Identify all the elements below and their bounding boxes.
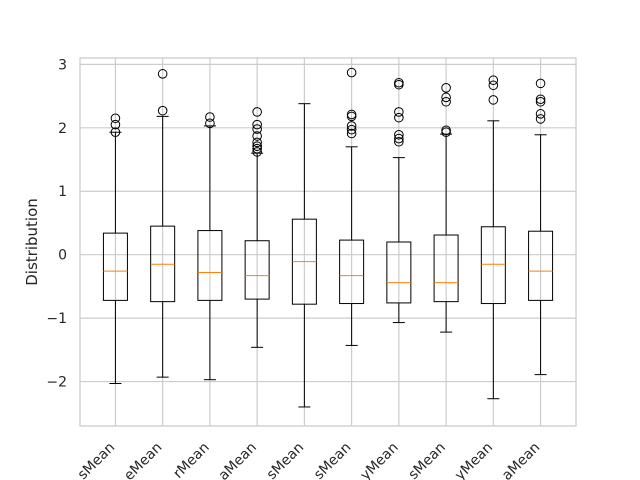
outlier-point xyxy=(252,141,262,151)
box-group xyxy=(102,113,128,384)
outlier-point xyxy=(346,124,357,135)
box-body xyxy=(528,230,554,301)
outlier-point xyxy=(535,114,546,124)
box-group xyxy=(244,107,270,348)
x-axis-ticks: sMean eMean rMean aMean sMean sMean yMean sMean… xyxy=(75,440,544,480)
box-body xyxy=(433,234,459,303)
box-group xyxy=(150,69,176,378)
box-group xyxy=(291,103,317,408)
x-tick-label: sMean xyxy=(264,440,307,480)
outlier-point xyxy=(157,105,168,116)
y-tick-label: 1 xyxy=(58,184,67,200)
x-tick-label: yMean xyxy=(358,440,402,480)
box-group xyxy=(386,77,412,324)
outlier-point xyxy=(394,107,404,117)
x-tick-label: sMean xyxy=(405,440,448,480)
outlier-point xyxy=(394,77,404,88)
box-body xyxy=(386,241,412,304)
box-group xyxy=(480,75,506,400)
x-tick-label: sMean xyxy=(75,440,118,480)
outlier-point xyxy=(394,112,404,123)
outlier-point xyxy=(110,113,121,124)
outlier-point xyxy=(441,125,451,136)
box-body xyxy=(197,230,223,301)
outlier-point xyxy=(346,109,357,120)
outlier-point xyxy=(394,129,404,140)
outlier-point xyxy=(535,94,546,105)
outlier-point xyxy=(252,147,262,157)
outlier-point xyxy=(488,75,499,86)
outlier-point xyxy=(346,67,357,78)
outlier-point xyxy=(157,69,168,79)
x-tick-label: yMean xyxy=(452,440,496,480)
outlier-point xyxy=(394,136,404,147)
outlier-point xyxy=(252,119,262,130)
y-tick-label: 0 xyxy=(58,248,67,264)
outlier-point xyxy=(441,92,451,103)
box-group xyxy=(197,112,223,381)
y-tick-label: −2 xyxy=(46,375,67,391)
box-layer xyxy=(102,67,554,408)
outlier-point xyxy=(252,124,262,134)
outlier-point xyxy=(205,112,215,122)
x-tick-label: eMean xyxy=(121,440,165,480)
y-tick-label: 3 xyxy=(58,57,67,73)
box-body xyxy=(480,226,506,305)
box-group xyxy=(339,67,365,346)
outlier-point xyxy=(441,83,451,93)
outlier-point xyxy=(535,78,546,89)
outlier-point xyxy=(110,127,121,138)
box-body xyxy=(244,240,270,300)
box-group xyxy=(433,83,459,333)
outlier-point xyxy=(252,137,262,148)
outlier-point xyxy=(535,96,546,107)
y-axis-label: Distribution xyxy=(23,198,41,286)
outlier-point xyxy=(488,95,499,105)
x-tick-label: sMean xyxy=(311,440,354,480)
box-body xyxy=(339,239,365,305)
outlier-point xyxy=(252,107,262,117)
outlier-point xyxy=(110,119,121,130)
x-tick-label: aMean xyxy=(499,440,543,480)
y-tick-label: 2 xyxy=(58,121,67,137)
x-tick-label: rMean xyxy=(170,440,212,480)
outlier-point xyxy=(252,143,262,154)
y-axis-ticks: −2 −1 0 1 2 3 xyxy=(46,57,67,390)
outlier-point xyxy=(441,96,451,107)
outlier-point xyxy=(205,118,215,129)
outlier-point xyxy=(346,128,357,139)
outlier-point xyxy=(394,133,404,144)
plot-frame xyxy=(79,57,577,427)
outlier-point xyxy=(535,109,546,119)
box-group xyxy=(528,78,554,376)
x-tick-label: aMean xyxy=(216,440,260,480)
outlier-point xyxy=(346,121,357,131)
y-tick-label: −1 xyxy=(46,311,67,327)
box-body xyxy=(102,232,128,301)
outlier-point xyxy=(488,80,499,91)
grid-layer xyxy=(80,58,576,426)
outlier-point xyxy=(252,131,262,141)
